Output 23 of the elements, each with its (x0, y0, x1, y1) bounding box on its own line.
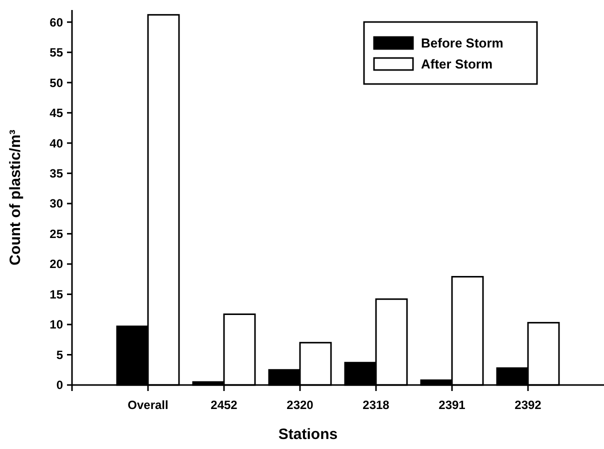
x-tick-label: Overall (128, 398, 168, 412)
x-tick-label: 2452 (210, 398, 238, 412)
x-tick-label: 2320 (286, 398, 314, 412)
y-tick-label: 10 (50, 318, 64, 332)
y-tick-label: 0 (56, 378, 64, 392)
y-tick-label: 30 (50, 196, 64, 211)
x-tick-label: 2392 (514, 398, 542, 412)
y-tick-label: 15 (50, 287, 64, 302)
x-tick-label: 2318 (362, 398, 390, 412)
legend-label: Before Storm (421, 36, 504, 51)
y-tick-label: 35 (50, 166, 64, 181)
y-tick-label: 40 (50, 136, 64, 150)
legend-label: After Storm (421, 56, 493, 72)
y-tick-label: 5 (56, 348, 64, 362)
x-tick-label: 2391 (438, 398, 466, 412)
x-axis-title: Stations (278, 426, 338, 443)
y-tick-label: 25 (50, 226, 64, 241)
y-axis-title: Count of plastic/m³ (7, 130, 24, 266)
y-tick-label: 50 (50, 76, 64, 90)
y-tick-label: 45 (50, 106, 64, 120)
y-tick-label: 60 (50, 15, 64, 30)
y-tick-label: 55 (50, 46, 64, 60)
y-tick-label: 20 (50, 257, 64, 272)
